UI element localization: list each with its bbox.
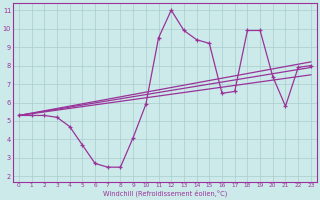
X-axis label: Windchill (Refroidissement éolien,°C): Windchill (Refroidissement éolien,°C): [103, 190, 227, 197]
